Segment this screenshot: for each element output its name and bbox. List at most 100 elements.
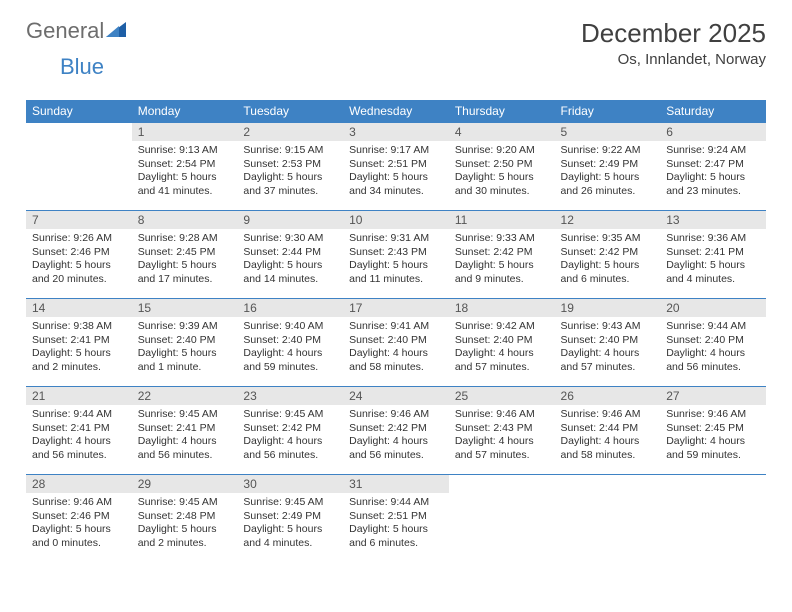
day-number: 10 xyxy=(343,211,449,229)
calendar-day-cell xyxy=(555,475,661,563)
month-title: December 2025 xyxy=(581,18,766,49)
daylight-text: Daylight: 5 hours and 11 minutes. xyxy=(349,259,443,286)
weekday-header: Saturday xyxy=(660,100,766,123)
sunset-text: Sunset: 2:51 PM xyxy=(349,158,443,172)
daylight-text: Daylight: 5 hours and 4 minutes. xyxy=(666,259,760,286)
sunrise-text: Sunrise: 9:22 AM xyxy=(561,144,655,158)
location-text: Os, Innlandet, Norway xyxy=(581,51,766,68)
sunrise-text: Sunrise: 9:45 AM xyxy=(138,408,232,422)
calendar-day-cell: 4Sunrise: 9:20 AMSunset: 2:50 PMDaylight… xyxy=(449,123,555,211)
day-details: Sunrise: 9:38 AMSunset: 2:41 PMDaylight:… xyxy=(26,317,132,379)
day-details: Sunrise: 9:46 AMSunset: 2:42 PMDaylight:… xyxy=(343,405,449,467)
day-details: Sunrise: 9:44 AMSunset: 2:40 PMDaylight:… xyxy=(660,317,766,379)
day-number: 20 xyxy=(660,299,766,317)
daylight-text: Daylight: 5 hours and 2 minutes. xyxy=(138,523,232,550)
day-number: 1 xyxy=(132,123,238,141)
calendar-day-cell: 19Sunrise: 9:43 AMSunset: 2:40 PMDayligh… xyxy=(555,299,661,387)
day-number: 29 xyxy=(132,475,238,493)
calendar-table: Sunday Monday Tuesday Wednesday Thursday… xyxy=(26,100,766,563)
sunset-text: Sunset: 2:53 PM xyxy=(243,158,337,172)
daylight-text: Daylight: 5 hours and 23 minutes. xyxy=(666,171,760,198)
weekday-header: Thursday xyxy=(449,100,555,123)
daylight-text: Daylight: 4 hours and 56 minutes. xyxy=(138,435,232,462)
day-number: 16 xyxy=(237,299,343,317)
daylight-text: Daylight: 4 hours and 59 minutes. xyxy=(243,347,337,374)
sunset-text: Sunset: 2:46 PM xyxy=(32,510,126,524)
day-number: 9 xyxy=(237,211,343,229)
calendar-day-cell: 21Sunrise: 9:44 AMSunset: 2:41 PMDayligh… xyxy=(26,387,132,475)
sunrise-text: Sunrise: 9:46 AM xyxy=(349,408,443,422)
brand-part2: Blue xyxy=(60,54,104,79)
day-details: Sunrise: 9:26 AMSunset: 2:46 PMDaylight:… xyxy=(26,229,132,291)
day-number: 25 xyxy=(449,387,555,405)
day-details: Sunrise: 9:45 AMSunset: 2:49 PMDaylight:… xyxy=(237,493,343,555)
day-details: Sunrise: 9:45 AMSunset: 2:48 PMDaylight:… xyxy=(132,493,238,555)
weekday-header: Sunday xyxy=(26,100,132,123)
daylight-text: Daylight: 5 hours and 17 minutes. xyxy=(138,259,232,286)
day-details: Sunrise: 9:44 AMSunset: 2:41 PMDaylight:… xyxy=(26,405,132,467)
calendar-day-cell: 18Sunrise: 9:42 AMSunset: 2:40 PMDayligh… xyxy=(449,299,555,387)
weekday-header-row: Sunday Monday Tuesday Wednesday Thursday… xyxy=(26,100,766,123)
sunrise-text: Sunrise: 9:44 AM xyxy=(32,408,126,422)
day-details: Sunrise: 9:46 AMSunset: 2:44 PMDaylight:… xyxy=(555,405,661,467)
day-details: Sunrise: 9:22 AMSunset: 2:49 PMDaylight:… xyxy=(555,141,661,203)
day-number: 18 xyxy=(449,299,555,317)
day-details: Sunrise: 9:41 AMSunset: 2:40 PMDaylight:… xyxy=(343,317,449,379)
daylight-text: Daylight: 4 hours and 56 minutes. xyxy=(349,435,443,462)
sunset-text: Sunset: 2:41 PM xyxy=(666,246,760,260)
calendar-day-cell: 28Sunrise: 9:46 AMSunset: 2:46 PMDayligh… xyxy=(26,475,132,563)
weekday-header: Wednesday xyxy=(343,100,449,123)
sunset-text: Sunset: 2:40 PM xyxy=(138,334,232,348)
calendar-day-cell: 9Sunrise: 9:30 AMSunset: 2:44 PMDaylight… xyxy=(237,211,343,299)
calendar-day-cell: 26Sunrise: 9:46 AMSunset: 2:44 PMDayligh… xyxy=(555,387,661,475)
day-details: Sunrise: 9:46 AMSunset: 2:46 PMDaylight:… xyxy=(26,493,132,555)
sunset-text: Sunset: 2:44 PM xyxy=(243,246,337,260)
daylight-text: Daylight: 4 hours and 58 minutes. xyxy=(349,347,443,374)
calendar-day-cell: 15Sunrise: 9:39 AMSunset: 2:40 PMDayligh… xyxy=(132,299,238,387)
sunset-text: Sunset: 2:51 PM xyxy=(349,510,443,524)
calendar-day-cell: 5Sunrise: 9:22 AMSunset: 2:49 PMDaylight… xyxy=(555,123,661,211)
sunrise-text: Sunrise: 9:28 AM xyxy=(138,232,232,246)
sunrise-text: Sunrise: 9:26 AM xyxy=(32,232,126,246)
sunset-text: Sunset: 2:43 PM xyxy=(455,422,549,436)
day-details: Sunrise: 9:30 AMSunset: 2:44 PMDaylight:… xyxy=(237,229,343,291)
day-details: Sunrise: 9:42 AMSunset: 2:40 PMDaylight:… xyxy=(449,317,555,379)
daylight-text: Daylight: 5 hours and 4 minutes. xyxy=(243,523,337,550)
daylight-text: Daylight: 4 hours and 56 minutes. xyxy=(666,347,760,374)
daylight-text: Daylight: 5 hours and 20 minutes. xyxy=(32,259,126,286)
sunset-text: Sunset: 2:50 PM xyxy=(455,158,549,172)
sunrise-text: Sunrise: 9:35 AM xyxy=(561,232,655,246)
sunrise-text: Sunrise: 9:24 AM xyxy=(666,144,760,158)
sunrise-text: Sunrise: 9:30 AM xyxy=(243,232,337,246)
sunrise-text: Sunrise: 9:44 AM xyxy=(349,496,443,510)
calendar-day-cell: 1Sunrise: 9:13 AMSunset: 2:54 PMDaylight… xyxy=(132,123,238,211)
sunrise-text: Sunrise: 9:33 AM xyxy=(455,232,549,246)
day-number: 7 xyxy=(26,211,132,229)
calendar-day-cell: 8Sunrise: 9:28 AMSunset: 2:45 PMDaylight… xyxy=(132,211,238,299)
brand-part1: General xyxy=(26,18,104,44)
day-number: 6 xyxy=(660,123,766,141)
sunset-text: Sunset: 2:43 PM xyxy=(349,246,443,260)
sunset-text: Sunset: 2:47 PM xyxy=(666,158,760,172)
day-number: 22 xyxy=(132,387,238,405)
sunrise-text: Sunrise: 9:41 AM xyxy=(349,320,443,334)
day-details: Sunrise: 9:45 AMSunset: 2:41 PMDaylight:… xyxy=(132,405,238,467)
daylight-text: Daylight: 5 hours and 6 minutes. xyxy=(561,259,655,286)
day-number: 17 xyxy=(343,299,449,317)
header: General December 2025 Os, Innlandet, Nor… xyxy=(26,18,766,68)
daylight-text: Daylight: 4 hours and 56 minutes. xyxy=(32,435,126,462)
sunset-text: Sunset: 2:42 PM xyxy=(561,246,655,260)
calendar-day-cell: 2Sunrise: 9:15 AMSunset: 2:53 PMDaylight… xyxy=(237,123,343,211)
day-number: 28 xyxy=(26,475,132,493)
calendar-day-cell: 23Sunrise: 9:45 AMSunset: 2:42 PMDayligh… xyxy=(237,387,343,475)
sunrise-text: Sunrise: 9:43 AM xyxy=(561,320,655,334)
sunset-text: Sunset: 2:46 PM xyxy=(32,246,126,260)
sunrise-text: Sunrise: 9:46 AM xyxy=(32,496,126,510)
day-details: Sunrise: 9:46 AMSunset: 2:45 PMDaylight:… xyxy=(660,405,766,467)
sunset-text: Sunset: 2:44 PM xyxy=(561,422,655,436)
sunset-text: Sunset: 2:54 PM xyxy=(138,158,232,172)
sunrise-text: Sunrise: 9:40 AM xyxy=(243,320,337,334)
sunset-text: Sunset: 2:42 PM xyxy=(349,422,443,436)
day-number: 21 xyxy=(26,387,132,405)
calendar-day-cell: 16Sunrise: 9:40 AMSunset: 2:40 PMDayligh… xyxy=(237,299,343,387)
